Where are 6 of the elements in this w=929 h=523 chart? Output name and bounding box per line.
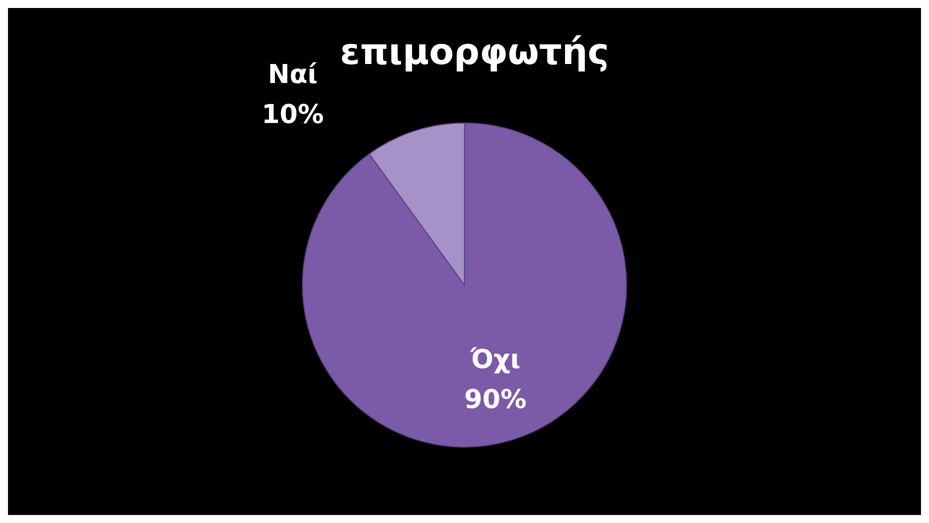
slice-label: Όχι	[469, 345, 520, 376]
pie-slice	[302, 122, 627, 448]
data-label: 90%	[464, 385, 527, 416]
slice-label: Ναί	[268, 60, 318, 90]
chart-title: επιμορφωτής	[340, 32, 609, 73]
data-label: 10%	[262, 100, 324, 130]
